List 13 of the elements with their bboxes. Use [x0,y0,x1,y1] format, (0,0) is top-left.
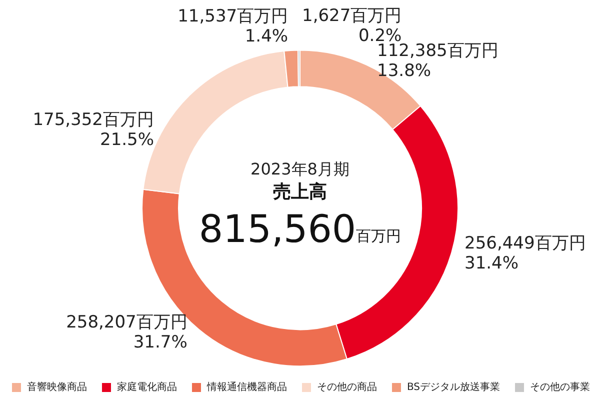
text: 売上高 [273,182,327,202]
legend-label: 家庭電化商品 [116,381,177,393]
data-label: 175,352百万円 21.5% [32,110,154,150]
data-label: 11,537百万円 1.4% [178,6,288,46]
legend-label: その他の商品 [316,381,377,393]
data-label: 256,449百万円 31.4% [464,233,586,274]
legend-label: BSデジタル放送事業 [406,381,500,393]
data-label: 258,207百万円 31.7% [66,312,188,353]
legend-label: その他の事業 [530,381,590,393]
text: 815,560百万円 [198,207,402,251]
text: 2023年8月期 [250,160,350,178]
legend-label: 音響映像商品 [26,381,87,393]
legend-label: 情報通信機器商品 [206,381,287,393]
